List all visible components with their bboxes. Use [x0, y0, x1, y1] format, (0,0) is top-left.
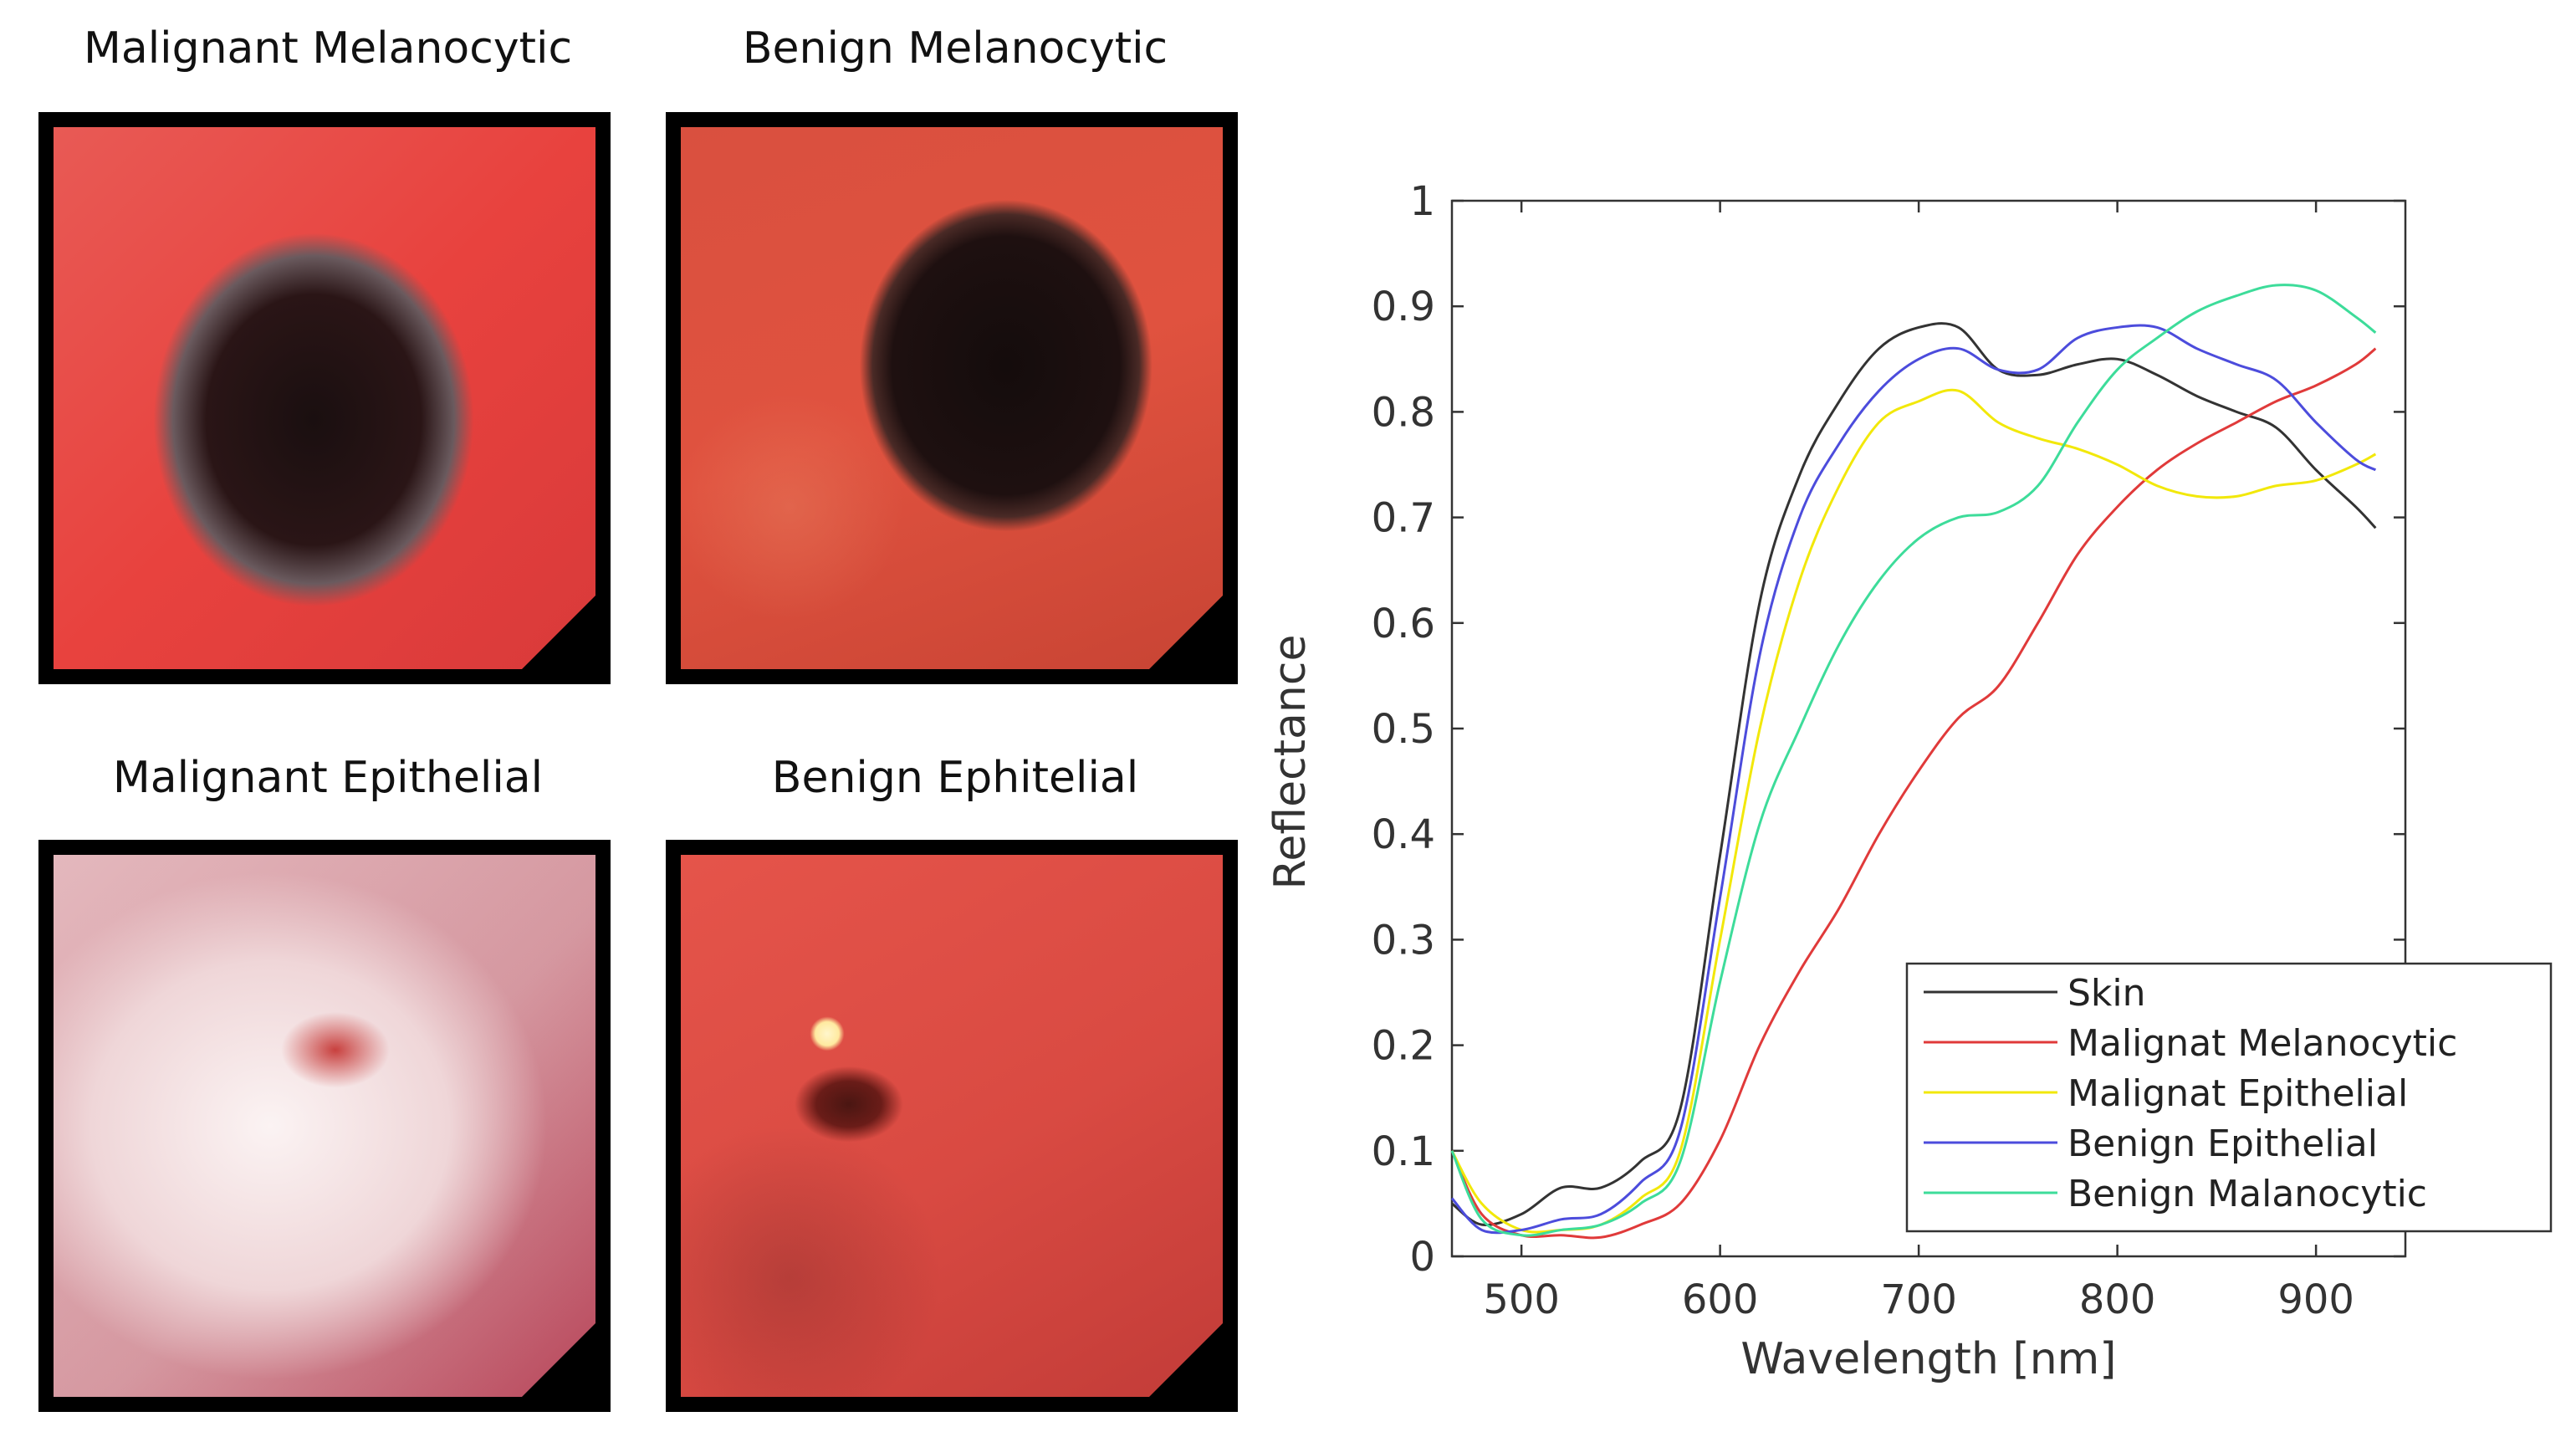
image-benign-melanocytic: [666, 112, 1238, 684]
x-tick-label: 500: [1483, 1276, 1560, 1323]
y-tick-label: 0.9: [1372, 284, 1435, 330]
x-axis-label: Wavelength [nm]: [1740, 1334, 2116, 1384]
legend-box: [1905, 962, 2553, 1233]
panel-title-malignant-epithelial: Malignant Epithelial: [112, 753, 544, 803]
image-malignant-melanocytic: [38, 112, 611, 684]
x-tick-label: 700: [1880, 1276, 1957, 1323]
panel-title-malignant-melanocytic: Malignant Melanocytic: [83, 23, 573, 74]
legend-label: Skin: [2067, 972, 2146, 1015]
y-tick-label: 0.6: [1372, 601, 1435, 647]
image-benign-ephitelial: [666, 840, 1238, 1412]
x-tick-label: 800: [2079, 1276, 2156, 1323]
panel-title-benign-ephitelial: Benign Ephitelial: [771, 753, 1139, 803]
legend-label: Benign Epithelial: [2067, 1123, 2378, 1165]
y-tick-label: 0.2: [1372, 1023, 1435, 1070]
y-tick-label: 0.3: [1372, 917, 1435, 964]
series-line-1: [1450, 347, 2377, 1240]
x-tick-label: 600: [1682, 1276, 1759, 1323]
legend-label: Malignat Melanocytic: [2067, 1022, 2457, 1065]
series-line-4: [1450, 284, 2377, 1237]
panel-title-benign-melanocytic: Benign Melanocytic: [742, 23, 1168, 74]
series-line-3: [1450, 324, 2377, 1235]
image-malignant-epithelial: [38, 840, 611, 1412]
y-axis-label: Reflectance: [1265, 635, 1316, 890]
series-line-2: [1450, 388, 2377, 1234]
legend-label: Benign Malanocytic: [2067, 1173, 2427, 1215]
y-tick-label: 0.1: [1372, 1128, 1435, 1175]
y-tick-label: 0.5: [1372, 706, 1435, 753]
y-tick-label: 0.8: [1372, 389, 1435, 436]
y-tick-label: 0.4: [1372, 811, 1435, 858]
y-tick-label: 0: [1409, 1234, 1435, 1281]
y-tick-label: 0.7: [1372, 495, 1435, 542]
x-tick-label: 900: [2277, 1276, 2354, 1323]
legend-label: Malignat Epithelial: [2067, 1072, 2408, 1115]
reflectance-chart: 500 600 700 800 900 0 0.1 0.2 0.3 0.4 0.5 0.6 0.7 0.…: [1265, 178, 2553, 1384]
series-line-0: [1451, 322, 2377, 1226]
y-tick-label: 1: [1409, 178, 1435, 225]
